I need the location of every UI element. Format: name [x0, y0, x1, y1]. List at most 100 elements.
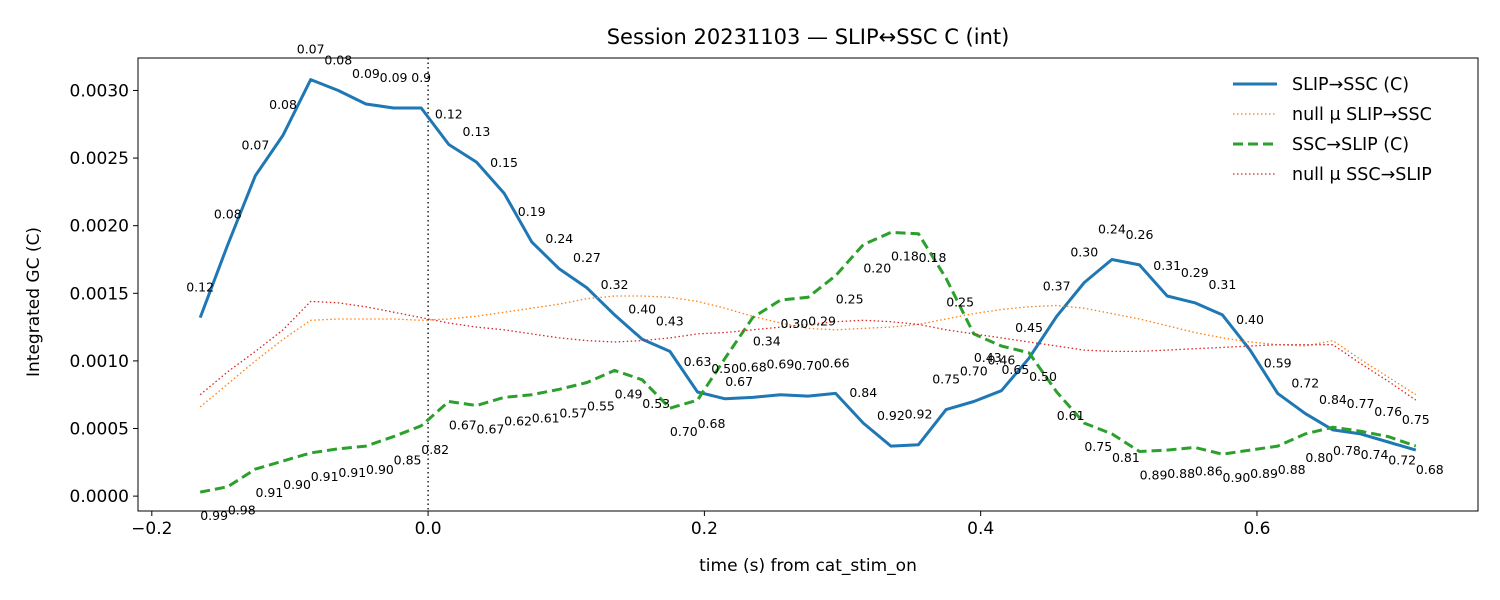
legend-label: null μ SLIP→SSC [1292, 105, 1432, 125]
p-value-label: 0.19 [518, 204, 546, 219]
y-tick-label: 0.0015 [70, 284, 129, 304]
p-value-label: 0.31 [1153, 258, 1181, 273]
y-tick-label: 0.0025 [70, 149, 129, 169]
series-line-0 [198, 78, 1417, 452]
p-value-label: 0.68 [1416, 462, 1444, 477]
p-value-label: 0.46 [987, 353, 1015, 368]
p-value-label: 0.67 [477, 422, 505, 437]
p-value-label: 0.12 [435, 107, 463, 122]
p-value-label: 0.29 [1181, 265, 1209, 280]
p-value-label: 0.59 [1264, 355, 1292, 370]
p-value-label: 0.89 [1250, 466, 1278, 481]
p-value-label: 0.72 [1291, 376, 1319, 391]
series-lines [198, 78, 1417, 494]
p-value-label: 0.45 [1015, 320, 1043, 335]
p-value-label: 0.61 [532, 411, 560, 426]
y-tick-label: 0.0000 [70, 487, 129, 507]
series-line-2 [199, 230, 1417, 494]
p-value-label: 0.18 [891, 248, 919, 263]
p-value-label: 0.75 [1402, 412, 1430, 427]
p-value-label: 0.88 [1167, 466, 1195, 481]
legend-label: SSC→SLIP (C) [1292, 135, 1409, 155]
p-value-label: 0.07 [297, 42, 325, 57]
p-value-label: 0.90 [366, 462, 394, 477]
p-value-label: 0.67 [449, 417, 477, 432]
p-value-label: 0.84 [849, 385, 877, 400]
x-tick-label: 0.6 [1243, 519, 1270, 539]
p-value-label: 0.25 [836, 292, 864, 307]
p-value-label: 0.75 [1084, 439, 1112, 454]
p-value-label: 0.92 [905, 407, 933, 422]
p-value-label: 0.86 [1195, 463, 1223, 478]
p-value-label: 0.89 [1140, 468, 1168, 483]
p-value-label: 0.99 [200, 508, 228, 523]
p-value-label: 0.30 [780, 316, 808, 331]
p-value-label: 0.08 [324, 52, 352, 67]
p-value-label: 0.31 [1209, 277, 1237, 292]
p-value-label: 0.40 [628, 301, 656, 316]
p-value-label: 0.30 [1070, 244, 1098, 259]
p-value-label: 0.43 [656, 313, 684, 328]
p-value-label: 0.09 [380, 70, 408, 85]
p-value-label: 0.67 [725, 374, 753, 389]
series-line-1 [199, 295, 1417, 408]
p-value-label: 0.62 [504, 413, 532, 428]
y-tick-label: 0.0010 [70, 352, 129, 372]
p-value-label: 0.55 [587, 399, 615, 414]
legend-label: null μ SSC→SLIP [1292, 165, 1432, 185]
x-tick-label: 0.4 [967, 519, 994, 539]
p-value-label: 0.90 [1223, 470, 1251, 485]
x-axis-title: time (s) from cat_stim_on [699, 556, 917, 576]
x-tick-label: 0.2 [691, 519, 718, 539]
chart-title: Session 20231103 — SLIP↔SSC C (int) [607, 25, 1010, 49]
p-value-label: 0.37 [1043, 278, 1071, 293]
p-value-label: 0.20 [863, 261, 891, 276]
p-value-label: 0.53 [642, 396, 670, 411]
p-value-label: 0.57 [559, 405, 587, 420]
p-value-label: 0.13 [463, 124, 491, 139]
p-value-label: 0.29 [808, 313, 836, 328]
p-value-label: 0.12 [186, 280, 214, 295]
p-value-label: 0.65 [1001, 362, 1029, 377]
y-tick-label: 0.0030 [70, 81, 129, 101]
p-value-label: 0.82 [421, 442, 449, 457]
p-value-label: 0.91 [338, 465, 366, 480]
p-value-label: 0.74 [1361, 447, 1389, 462]
legend: SLIP→SSC (C) null μ SLIP→SSC SSC→SLIP (C) n… [1233, 75, 1432, 185]
p-value-label: 0.07 [242, 138, 270, 153]
p-value-labels: 0.120.080.070.080.070.080.09 0.09 0.90.120… [186, 42, 1444, 523]
p-value-label: 0.68 [739, 359, 767, 374]
y-tick-label: 0.0005 [70, 420, 129, 440]
x-tick-label: 0.0 [415, 519, 442, 539]
axis-ticks: −0.2 0.0 0.2 0.4 0.6 0.0000 0.0005 0.0010 0.0015… [70, 81, 1271, 539]
p-value-label: 0.92 [877, 408, 905, 423]
p-value-label: 0.27 [573, 250, 601, 265]
p-value-label: 0.80 [1305, 450, 1333, 465]
p-value-label: 0.78 [1333, 443, 1361, 458]
x-tick-label: −0.2 [131, 519, 172, 539]
plot-frame [137, 57, 1479, 512]
p-value-label: 0.91 [256, 485, 284, 500]
p-value-label: 0.18 [919, 250, 947, 265]
p-value-label: 0.88 [1278, 462, 1306, 477]
p-value-label: 0.09 [352, 66, 380, 81]
y-axis-title: Integrated GC (C) [24, 227, 44, 377]
p-value-label: 0.9 [411, 70, 431, 85]
p-value-label: 0.76 [1374, 404, 1402, 419]
p-value-label: 0.98 [228, 503, 256, 518]
p-value-label: 0.08 [214, 207, 242, 222]
p-value-label: 0.43 [974, 350, 1002, 365]
p-value-label: 0.50 [711, 361, 739, 376]
p-value-label: 0.61 [1057, 408, 1085, 423]
p-value-label: 0.24 [1098, 221, 1126, 236]
legend-label: SLIP→SSC (C) [1292, 75, 1409, 95]
p-value-label: 0.70 [960, 363, 988, 378]
p-value-label: 0.72 [1388, 453, 1416, 468]
p-value-label: 0.69 [766, 357, 794, 372]
p-value-label: 0.85 [394, 453, 422, 468]
p-value-label: 0.63 [684, 354, 712, 369]
p-value-label: 0.25 [946, 294, 974, 309]
p-value-label: 0.91 [311, 469, 339, 484]
p-value-label: 0.70 [794, 358, 822, 373]
